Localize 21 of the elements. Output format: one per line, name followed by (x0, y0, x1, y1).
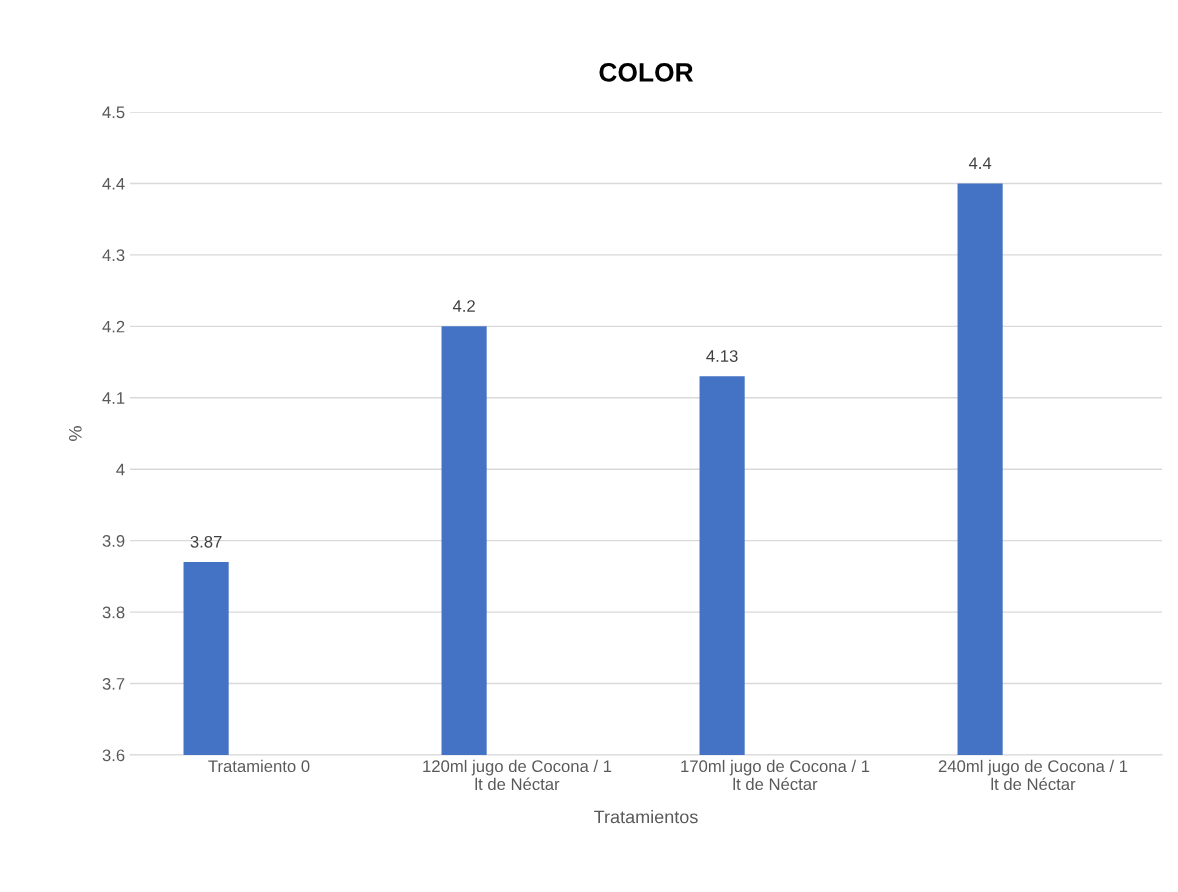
y-tick-label: 3.8 (102, 606, 125, 619)
y-tick-label: 4.1 (102, 392, 125, 404)
x-tick-label: 170ml jugo de Cocona / 1 lt de Néctar (681, 759, 870, 791)
y-axis-title: % (69, 426, 82, 441)
y-tick-label: 4 (116, 463, 125, 476)
y-tick-label: 4.5 (102, 106, 125, 119)
data-label: 3.87 (190, 535, 222, 548)
y-tick-label: 3.7 (102, 677, 125, 690)
x-tick-label: Tratamiento 0 (208, 759, 310, 773)
y-tick-label: 4.3 (102, 249, 125, 262)
y-tick-label: 4.4 (102, 178, 125, 190)
x-tick-label: 240ml jugo de Cocona / 1 lt de Néctar (938, 759, 1128, 791)
x-tick-label: 120ml jugo de Cocona / 1 lt de Néctar (423, 759, 612, 791)
chart-title: COLOR (599, 63, 694, 82)
y-tick-label: 3.9 (102, 535, 125, 547)
data-label: 4.2 (452, 300, 475, 312)
y-tick-label: 3.6 (102, 749, 125, 762)
y-tick-label: 4.2 (102, 320, 125, 333)
data-label: 4.4 (968, 157, 992, 169)
x-axis-title: Tratamientos (594, 810, 698, 824)
data-label: 4.13 (706, 350, 738, 362)
